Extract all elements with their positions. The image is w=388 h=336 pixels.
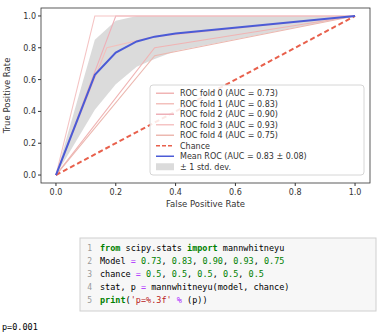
axes-frame	[41, 8, 370, 183]
legend-line	[156, 124, 174, 126]
x-tick-label: 0.0	[50, 188, 63, 197]
code-token: mannwhitneyu	[218, 243, 285, 253]
code-token: 0.83	[172, 256, 192, 266]
line-number: 3	[87, 270, 92, 279]
code-line: Model = 0.73, 0.83, 0.90, 0.93, 0.75	[100, 256, 284, 266]
legend-box	[150, 85, 364, 175]
code-token: chance	[100, 269, 136, 279]
code-line: from scipy.stats import mannwhitneyu	[100, 243, 284, 253]
y-tick	[38, 79, 41, 80]
legend-label: ROC fold 4 (AUC = 0.75)	[180, 131, 278, 140]
legend-label: Mean ROC (AUC = 0.83 ± 0.08)	[180, 152, 307, 161]
code-token: 0.90	[202, 256, 222, 266]
x-tick	[175, 183, 176, 186]
code-token: from	[100, 243, 120, 253]
x-tick-label: 0.6	[229, 188, 242, 197]
y-axis-label: True Positive Rate	[2, 58, 12, 135]
code-token: 0.73	[141, 256, 161, 266]
code-token: 0.5	[197, 269, 212, 279]
y-tick-label: 0.0	[23, 171, 36, 180]
x-tick	[355, 183, 356, 186]
legend: ROC fold 0 (AUC = 0.73) ROC fold 1 (AUC =…	[150, 85, 364, 175]
code-cell	[80, 238, 376, 311]
code-token: mannwhitneyu(model, chance)	[146, 282, 289, 292]
legend-line	[156, 145, 174, 147]
y-tick-label: 0.8	[23, 44, 36, 53]
code-token: ,	[192, 256, 202, 266]
code-token: scipy.stats	[120, 243, 187, 253]
code-token: 0.75	[264, 256, 284, 266]
code-token: 0.5	[146, 269, 161, 279]
code-token: ,	[161, 269, 171, 279]
x-axis-label: False Positive Rate	[166, 199, 245, 209]
code-token: ,	[238, 269, 248, 279]
y-tick-label: 0.6	[23, 76, 36, 85]
x-tick	[55, 183, 56, 186]
y-tick	[38, 143, 41, 144]
x-tick	[295, 183, 296, 186]
code-line: stat, p = mannwhitneyu(model, chance)	[100, 282, 289, 292]
code-token: (p))	[182, 295, 208, 305]
legend-line	[156, 114, 174, 116]
y-tick-label: 1.0	[23, 12, 36, 21]
legend-line	[156, 103, 174, 105]
line-number: 1	[87, 244, 92, 253]
code-token: ,	[161, 256, 171, 266]
x-tick-label: 0.4	[169, 188, 182, 197]
code-token: 0.5	[249, 269, 264, 279]
x-tick	[235, 183, 236, 186]
code-token: 0.5	[172, 269, 187, 279]
code-line: chance = 0.5, 0.5, 0.5, 0.5, 0.5	[100, 269, 264, 279]
code-token: 0.5	[223, 269, 238, 279]
legend-swatch	[156, 163, 174, 170]
y-tick-label: 0.2	[23, 139, 36, 148]
code-token: import	[187, 243, 218, 253]
line-number: 2	[87, 257, 92, 266]
legend-label: Chance	[180, 142, 210, 151]
y-tick	[38, 111, 41, 112]
code-token: stat, p	[100, 282, 141, 292]
legend-line	[156, 135, 174, 137]
legend-label: ROC fold 0 (AUC = 0.73)	[180, 89, 278, 98]
figure: 0.0 0.2 0.4 0.6 0.8 1.0 0.0 0.2 0.4 0.6 0.8 1.0 Fals…	[0, 0, 388, 336]
x-tick-label: 0.2	[109, 188, 122, 197]
x-tick-label: 1.0	[349, 188, 362, 197]
cell-output: p=0.001	[2, 322, 38, 332]
code-line: print('p=%.3f' % (p))	[100, 295, 208, 305]
y-tick-label: 0.4	[23, 107, 36, 116]
legend-label: ROC fold 1 (AUC = 0.83)	[180, 100, 278, 109]
legend-line	[156, 156, 174, 158]
x-tick-label: 0.8	[289, 188, 302, 197]
code-token: ,	[223, 256, 233, 266]
legend-line	[156, 93, 174, 95]
code-token: 0.93	[233, 256, 253, 266]
legend-label: ± 1 std. dev.	[180, 163, 231, 172]
line-number: 4	[87, 283, 92, 292]
code-token: Model	[100, 256, 131, 266]
code-token: ,	[187, 269, 197, 279]
legend-label: ROC fold 3 (AUC = 0.93)	[180, 121, 278, 130]
line-number: 5	[87, 296, 92, 305]
y-tick	[38, 47, 41, 48]
y-tick	[38, 15, 41, 16]
x-tick	[115, 183, 116, 186]
code-token: ,	[254, 256, 264, 266]
code-token: 'p=%.3f'	[131, 295, 172, 305]
y-tick	[38, 175, 41, 176]
code-token: ,	[213, 269, 223, 279]
code-token: print	[100, 295, 126, 305]
legend-label: ROC fold 2 (AUC = 0.90)	[180, 110, 278, 119]
